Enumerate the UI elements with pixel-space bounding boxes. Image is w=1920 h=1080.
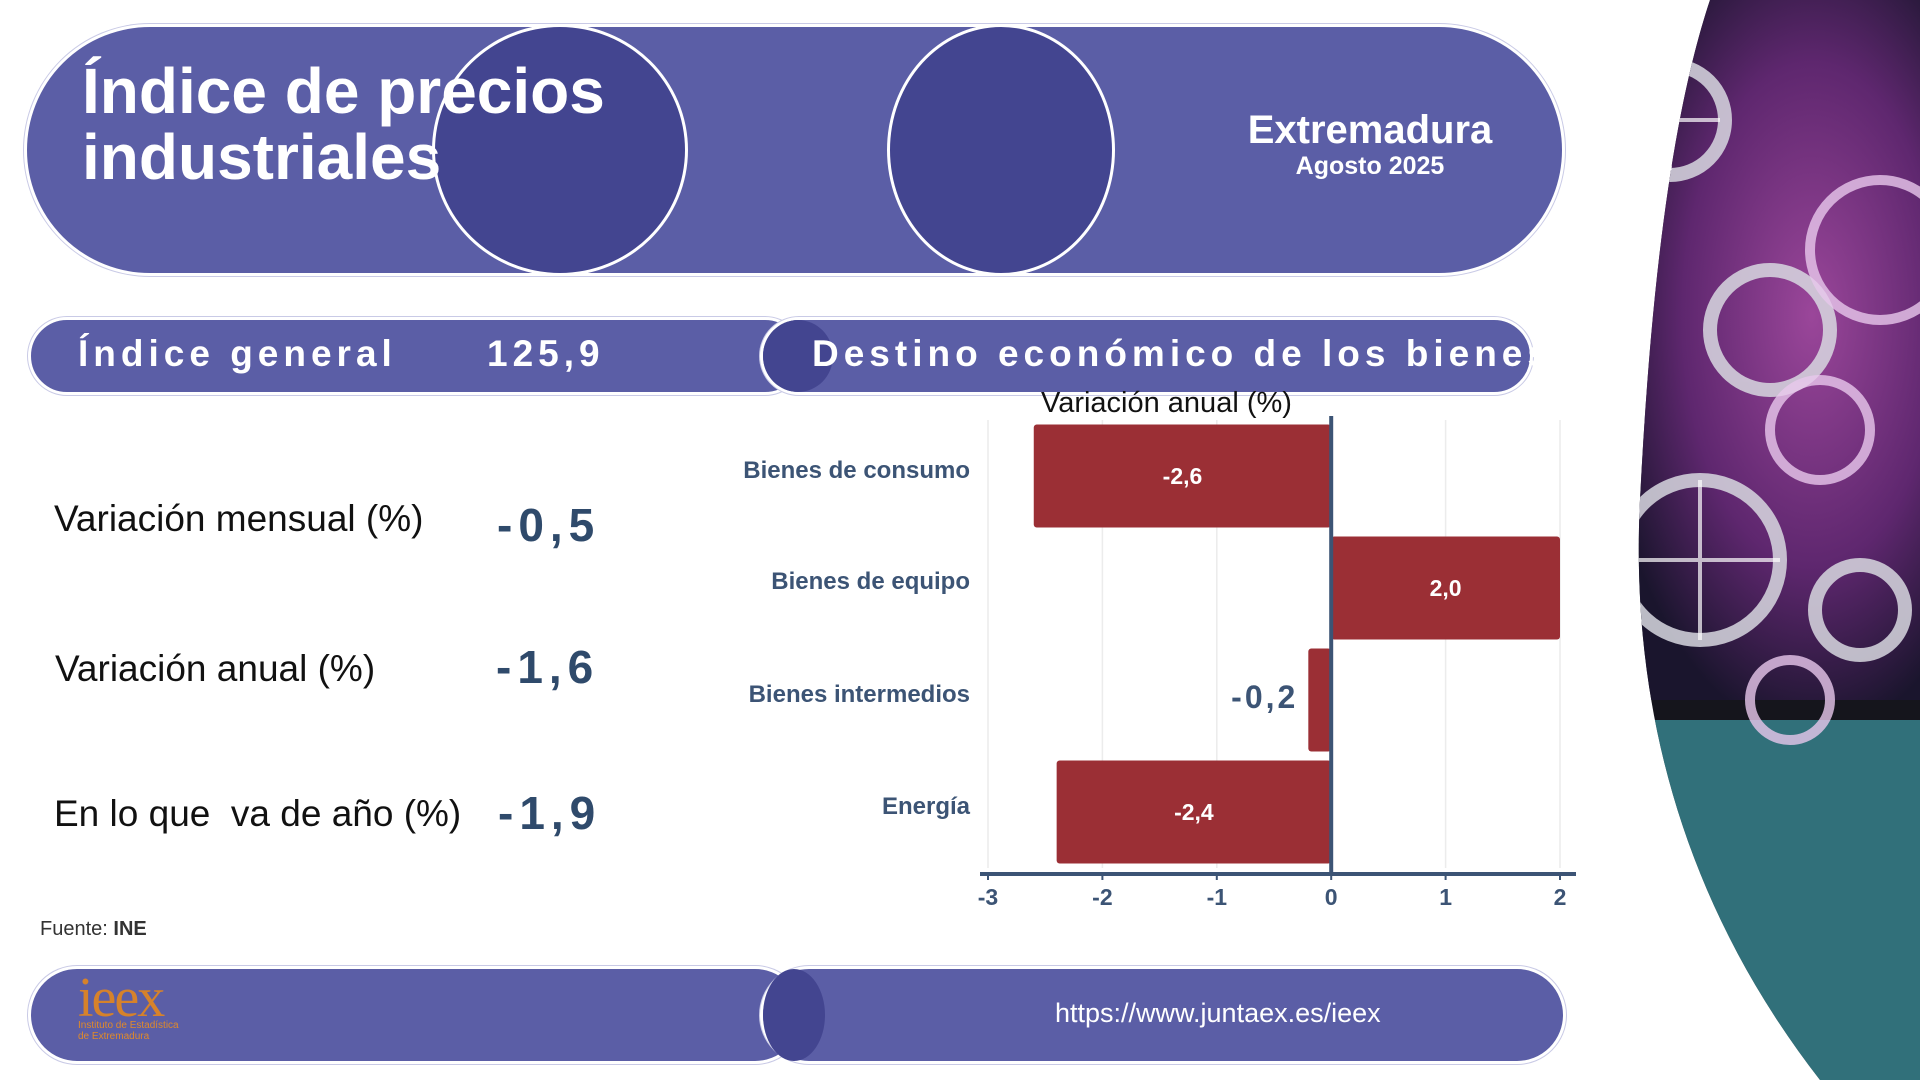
gears-illustration: [1638, 0, 1920, 1080]
metric-monthly-label: Variación mensual (%): [54, 498, 424, 539]
metric-annual-value: -1,6: [496, 641, 600, 693]
bar-chart: -2,6 2,0 -0,2 -2,4 -3 -2 -1 0 1 2: [978, 416, 1576, 910]
category-label-intermedios: Bienes intermedios: [748, 681, 970, 708]
x-tick-label: -1: [1207, 884, 1228, 910]
header-banner: [24, 24, 1565, 276]
source-name: INE: [113, 918, 147, 940]
data-label: -2,4: [1174, 799, 1214, 825]
header-circle-left: [432, 27, 688, 273]
x-tick-label: -3: [978, 884, 998, 910]
section-header-bar: [760, 317, 1533, 395]
index-general-bar: [28, 317, 804, 395]
source-prefix: Fuente:: [40, 918, 114, 940]
bar: [1056, 760, 1332, 864]
category-label-equipo: Bienes de equipo: [771, 568, 970, 595]
source-note: Fuente: INE: [40, 918, 147, 941]
data-label: 2,0: [1430, 575, 1462, 601]
ieex-logo-sub1: Instituto de Estadística: [78, 1020, 179, 1031]
footer-right-cap: [763, 969, 825, 1061]
x-tick-label: 0: [1325, 884, 1338, 910]
region-label: Extremadura: [1247, 108, 1493, 152]
metric-ytd-label: En lo que va de año (%): [54, 793, 462, 834]
category-label-energia: Energía: [881, 793, 970, 820]
x-tick-label: -2: [1092, 884, 1112, 910]
data-label: -0,2: [1231, 679, 1298, 715]
page-title-line1: Índice de precios: [82, 55, 605, 127]
data-label: -2,6: [1163, 463, 1203, 489]
index-general-value: 125,9: [487, 333, 605, 374]
page-title-line2: industriales: [82, 121, 442, 193]
metric-monthly-value: -0,5: [497, 499, 601, 551]
x-tick-label: 2: [1554, 884, 1567, 910]
metric-ytd-value: -1,9: [498, 787, 602, 839]
bar: [1308, 648, 1332, 752]
x-tick-label: 1: [1439, 884, 1452, 910]
section-title: Destino económico de los bienes: [812, 333, 1553, 374]
chart-title: Variación anual (%): [1041, 387, 1292, 419]
ieex-logo-sub2: de Extremadura: [78, 1031, 150, 1042]
bar: [1033, 424, 1332, 528]
period-label: Agosto 2025: [1295, 152, 1445, 180]
page-title: Índice de precios industriales: [82, 58, 605, 190]
ieex-logo[interactable]: ieex Instituto de Estadística de Extrema…: [78, 970, 179, 1042]
header-circle-mid: [887, 27, 1115, 273]
metric-annual-label: Variación anual (%): [55, 648, 376, 689]
ieex-logo-text: ieex: [78, 967, 165, 1029]
footer-right-bar: [760, 966, 1566, 1064]
bar: [1331, 536, 1560, 640]
index-general-label: Índice general: [78, 333, 397, 374]
footer-left-bar: [28, 966, 804, 1064]
category-label-consumo: Bienes de consumo: [743, 457, 970, 484]
footer-url-link[interactable]: https://www.juntaex.es/ieex: [1055, 998, 1381, 1028]
section-header-cap: [763, 320, 833, 392]
